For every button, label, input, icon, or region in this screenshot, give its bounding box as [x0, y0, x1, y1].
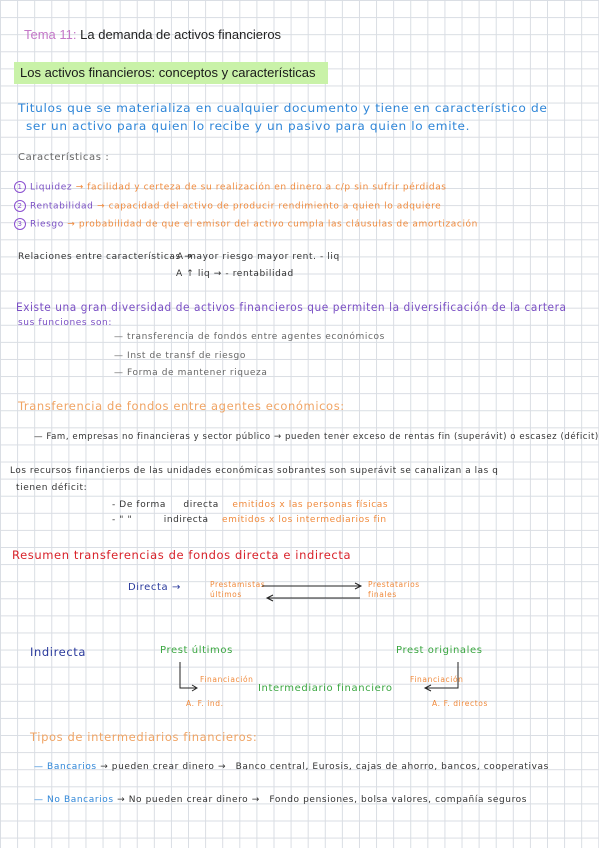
tipo-label: — Bancarios	[34, 762, 97, 772]
tipo-bancarios: — Bancarios → pueden crear dinero → Banc…	[34, 762, 549, 772]
caracteristica-label: Rentabilidad	[30, 201, 94, 212]
prestamistas-ultimos: Prestamistas últimos	[210, 580, 266, 599]
number-circle: 3	[14, 218, 26, 230]
caracteristica-label: Liquidez	[30, 182, 73, 193]
tipo-label: — No Bancarios	[34, 795, 114, 805]
prest-originales-label: Prest originales	[396, 645, 483, 656]
forma-type: indirecta	[163, 515, 209, 525]
intro-line-1: Titulos que se materializa en cualquier …	[18, 101, 548, 115]
caracteristica-item-3: 3 Riesgo → probabilidad de que el emisor …	[14, 218, 478, 230]
prestatarios-finales: Prestatarios finales	[368, 580, 420, 599]
tipo-text: → No pueden crear dinero →	[117, 795, 260, 805]
relacion-1: · A mayor riesgo mayor rent. - liq	[170, 252, 340, 262]
bracket-right	[426, 662, 459, 689]
bracket-left	[179, 662, 196, 689]
topic-number: Tema 11:	[24, 27, 77, 42]
caracteristica-text: → facilidad y certeza de su realización …	[75, 182, 447, 193]
arrowhead-bracket-left	[191, 684, 198, 692]
number-circle: 1	[14, 181, 26, 193]
intermediario-label: Intermediario financiero	[258, 683, 393, 694]
page-title: Tema 11: La demanda de activos financier…	[24, 27, 281, 42]
topic-title: La demanda de activos financieros	[80, 27, 282, 42]
tipo-text: → pueden crear dinero →	[100, 762, 227, 772]
resumen-heading: Resumen transferencias de fondos directa…	[12, 548, 352, 562]
diversidad-line-1: Existe una gran diversidad de activos fi…	[16, 300, 567, 314]
transferencia-line-3: tienen déficit:	[16, 483, 88, 493]
forma-label: - " "	[112, 515, 133, 525]
intro-line-2: ser un activo para quien lo recibe y un …	[26, 119, 471, 133]
forma-directa: - De forma directa emitidos x las person…	[112, 500, 388, 510]
indirecta-label: Indirecta	[30, 645, 87, 659]
forma-detail: emitidos x los intermediarios fin	[222, 515, 387, 525]
forma-detail: emitidos x las personas físicas	[232, 500, 389, 510]
arrowhead-left	[265, 594, 274, 602]
relacion-2: A ↑ liq → - rentabilidad	[176, 269, 294, 279]
transferencia-line-2: Los recursos financieros de las unidades…	[10, 466, 499, 476]
arrowhead-right	[354, 582, 363, 590]
caracteristica-item-2: 2 Rentabilidad → capacidad del activo de …	[14, 200, 441, 212]
section-highlight	[14, 62, 328, 84]
funcion-item-2: — Inst de transf de riesgo	[114, 351, 246, 361]
relaciones-label: Relaciones entre características →	[18, 252, 193, 262]
transferencia-bullet: — Fam, empresas no financieras y sector …	[34, 432, 599, 442]
tipo-list: Banco central, Eurosis, cajas de ahorro,…	[235, 762, 549, 772]
arrowhead-bracket-right	[423, 684, 432, 692]
directa-label: Directa →	[128, 582, 182, 593]
tipos-heading: Tipos de intermediarios financieros:	[30, 730, 258, 744]
forma-label: - De forma	[112, 500, 166, 510]
af-indirectos: A. F. ind.	[186, 699, 224, 708]
number-circle: 2	[14, 200, 26, 212]
af-directos: A. F. directos	[432, 699, 488, 708]
tipo-list: Fondo pensiones, bolsa valores, compañía…	[269, 795, 528, 805]
tipo-no-bancarios: — No Bancarios → No pueden crear dinero …	[34, 795, 527, 805]
forma-type: directa	[183, 500, 219, 510]
caracteristica-label: Riesgo	[30, 219, 64, 230]
financiacion-1: Financiación	[200, 675, 254, 684]
caracteristicas-heading: Características :	[18, 152, 110, 163]
funcion-item-3: — Forma de mantener riqueza	[114, 368, 268, 378]
section-title: Los activos financieros: conceptos y car…	[20, 65, 316, 80]
forma-indirecta: - " " indirecta emitidos x los intermedi…	[112, 515, 387, 525]
caracteristica-text: → capacidad del activo de producir rendi…	[96, 201, 442, 212]
caracteristica-text: → probabilidad de que el emisor del acti…	[67, 219, 478, 230]
financiacion-2: Financiación	[410, 675, 464, 684]
diversidad-line-2: sus funciones son:	[18, 318, 112, 328]
transferencia-heading: Transferencia de fondos entre agentes ec…	[18, 399, 345, 413]
funcion-item-1: — transferencia de fondos entre agentes …	[114, 332, 385, 342]
caracteristica-item-1: 1 Liquidez → facilidad y certeza de su re…	[14, 181, 447, 193]
prest-ultimos-label: Prest últimos	[160, 645, 233, 656]
